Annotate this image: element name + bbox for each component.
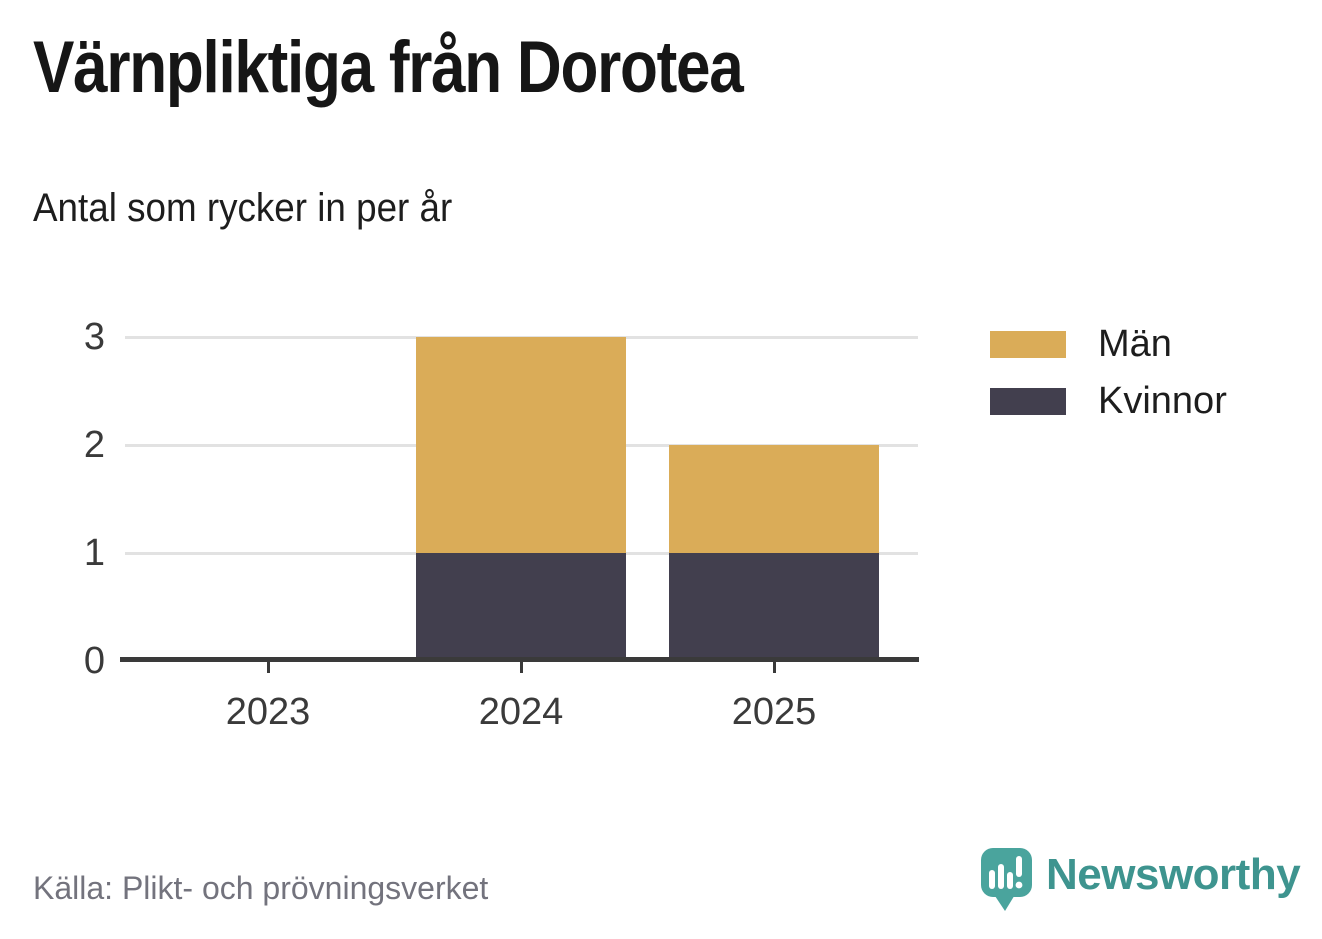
x-tick-mark-2024 (519, 662, 523, 673)
legend-swatch-kvinnor (990, 388, 1066, 415)
y-tick-label-3: 3 (83, 316, 105, 358)
x-tick-mark-2025 (772, 662, 776, 673)
y-tick-label-0: 0 (83, 640, 105, 682)
x-axis-line (120, 657, 919, 662)
chart-subtitle: Antal som rycker in per år (33, 186, 453, 230)
legend-item-män: Män (990, 323, 1227, 365)
bar-män-2025 (669, 445, 879, 553)
bar-kvinnor-2025 (669, 553, 879, 661)
legend-label-kvinnor: Kvinnor (1098, 380, 1227, 422)
x-tick-label-2024: 2024 (478, 691, 564, 733)
legend-item-kvinnor: Kvinnor (990, 380, 1227, 422)
y-tick-label-2: 2 (83, 424, 105, 466)
legend-label-män: Män (1098, 323, 1172, 365)
x-tick-label-2025: 2025 (731, 691, 817, 733)
bar-män-2024 (416, 337, 626, 553)
bar-kvinnor-2024 (416, 553, 626, 661)
legend-swatch-män (990, 331, 1066, 358)
chart-title: Värnpliktiga från Dorotea (33, 27, 744, 108)
newsworthy-logo-icon (981, 848, 1032, 911)
x-tick-mark-2023 (266, 662, 270, 673)
legend: Män Kvinnor (990, 323, 1227, 445)
newsworthy-branding: Newsworthy (980, 847, 1301, 913)
source-attribution: Källa: Plikt- och prövningsverket (33, 870, 489, 906)
newsworthy-wordmark: Newsworthy (1046, 850, 1301, 899)
y-tick-label-1: 1 (83, 532, 105, 574)
x-tick-label-2023: 2023 (225, 691, 311, 733)
